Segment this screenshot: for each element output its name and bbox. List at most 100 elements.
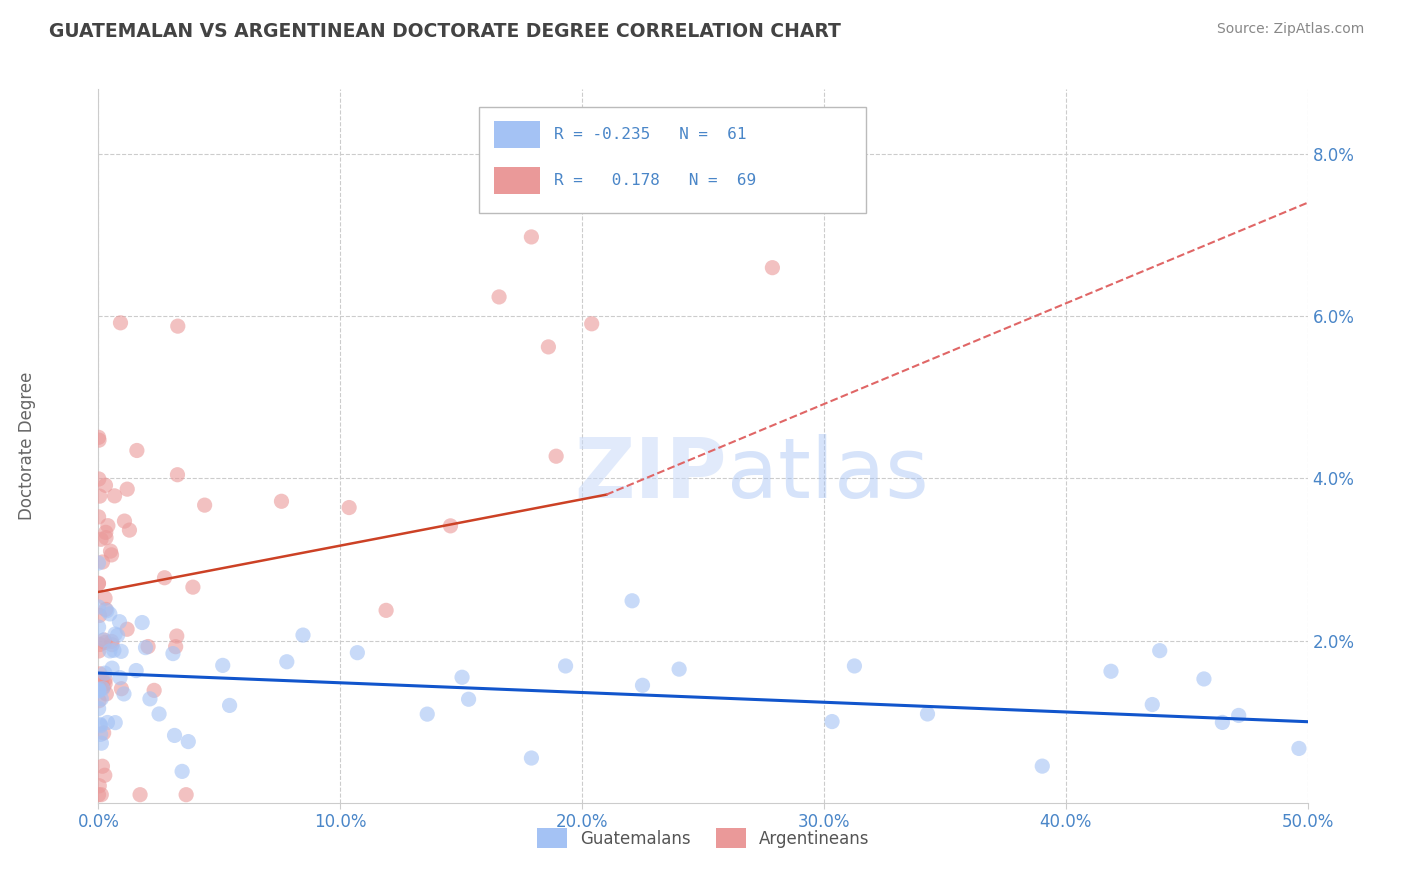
Argentineans xyxy=(87,576,110,591)
Guatemalans xyxy=(218,698,240,713)
Guatemalans xyxy=(104,715,127,730)
Text: atlas: atlas xyxy=(727,434,929,515)
Guatemalans xyxy=(1099,665,1122,679)
Argentineans xyxy=(581,317,603,331)
Text: R =   0.178   N =  69: R = 0.178 N = 69 xyxy=(554,173,756,188)
Argentineans xyxy=(87,788,110,802)
Argentineans xyxy=(87,644,110,658)
Guatemalans xyxy=(451,670,474,684)
Argentineans xyxy=(94,673,117,687)
Argentineans xyxy=(101,638,124,652)
Argentineans xyxy=(91,555,114,569)
Bar xyxy=(494,167,540,194)
Guatemalans xyxy=(416,707,439,722)
Guatemalans xyxy=(139,691,162,706)
Argentineans xyxy=(94,525,117,540)
Argentineans xyxy=(792,149,814,163)
Argentineans xyxy=(87,576,110,591)
Guatemalans xyxy=(107,628,129,642)
Guatemalans xyxy=(108,615,131,629)
Argentineans xyxy=(110,316,132,330)
Text: GUATEMALAN VS ARGENTINEAN DOCTORATE DEGREE CORRELATION CHART: GUATEMALAN VS ARGENTINEAN DOCTORATE DEGR… xyxy=(49,22,841,41)
Argentineans xyxy=(94,531,117,545)
Argentineans xyxy=(93,633,115,648)
Argentineans xyxy=(97,518,120,533)
Guatemalans xyxy=(1288,741,1310,756)
Guatemalans xyxy=(103,643,125,657)
Guatemalans xyxy=(211,658,233,673)
Guatemalans xyxy=(87,683,110,698)
FancyBboxPatch shape xyxy=(479,107,866,212)
Bar xyxy=(494,121,540,148)
Argentineans xyxy=(87,433,110,447)
Argentineans xyxy=(439,519,461,533)
Guatemalans xyxy=(87,620,110,634)
Guatemalans xyxy=(90,691,112,706)
Guatemalans xyxy=(87,599,110,614)
Guatemalans xyxy=(87,556,110,570)
Argentineans xyxy=(337,500,360,515)
Guatemalans xyxy=(98,644,121,658)
Argentineans xyxy=(761,260,783,275)
Text: Source: ZipAtlas.com: Source: ZipAtlas.com xyxy=(1216,22,1364,37)
Guatemalans xyxy=(844,659,866,673)
Guatemalans xyxy=(1031,759,1053,773)
Guatemalans xyxy=(1192,672,1215,686)
Guatemalans xyxy=(1227,708,1250,723)
Guatemalans xyxy=(172,764,194,779)
Guatemalans xyxy=(94,666,117,681)
Argentineans xyxy=(153,571,176,585)
Y-axis label: Doctorate Degree: Doctorate Degree xyxy=(18,372,37,520)
Argentineans xyxy=(110,681,132,696)
Argentineans xyxy=(520,230,543,244)
Guatemalans xyxy=(90,719,112,733)
Argentineans xyxy=(87,694,110,708)
Argentineans xyxy=(103,489,125,503)
Argentineans xyxy=(87,679,110,693)
Guatemalans xyxy=(112,687,135,701)
Guatemalans xyxy=(1149,643,1171,657)
Guatemalans xyxy=(87,701,110,715)
Argentineans xyxy=(174,788,197,802)
Guatemalans xyxy=(668,662,690,676)
Guatemalans xyxy=(90,736,112,750)
Guatemalans xyxy=(98,607,121,621)
Argentineans xyxy=(89,666,111,681)
Argentineans xyxy=(94,635,117,649)
Argentineans xyxy=(100,544,122,558)
Argentineans xyxy=(91,680,114,694)
Argentineans xyxy=(94,478,117,492)
Argentineans xyxy=(89,608,111,623)
Guatemalans xyxy=(90,727,112,741)
Argentineans xyxy=(94,602,117,616)
Argentineans xyxy=(129,788,152,802)
Argentineans xyxy=(87,509,110,524)
Argentineans xyxy=(90,788,112,802)
Guatemalans xyxy=(148,706,170,721)
Argentineans xyxy=(166,319,188,334)
Argentineans xyxy=(125,443,148,458)
Argentineans xyxy=(87,472,110,486)
Guatemalans xyxy=(134,640,156,655)
Argentineans xyxy=(488,290,510,304)
Argentineans xyxy=(375,603,398,617)
Argentineans xyxy=(143,683,166,698)
Argentineans xyxy=(91,759,114,773)
Argentineans xyxy=(115,482,138,496)
Argentineans xyxy=(90,533,112,547)
Argentineans xyxy=(93,726,115,740)
Argentineans xyxy=(136,640,159,654)
Argentineans xyxy=(537,340,560,354)
Guatemalans xyxy=(917,706,939,721)
Argentineans xyxy=(115,622,138,636)
Argentineans xyxy=(114,514,136,528)
Text: R = -0.235   N =  61: R = -0.235 N = 61 xyxy=(554,128,747,143)
Guatemalans xyxy=(276,655,298,669)
Argentineans xyxy=(96,687,118,701)
Argentineans xyxy=(181,580,204,594)
Guatemalans xyxy=(104,627,127,641)
Legend: Guatemalans, Argentineans: Guatemalans, Argentineans xyxy=(530,822,876,855)
Argentineans xyxy=(546,449,568,463)
Argentineans xyxy=(100,548,122,562)
Guatemalans xyxy=(1211,715,1233,730)
